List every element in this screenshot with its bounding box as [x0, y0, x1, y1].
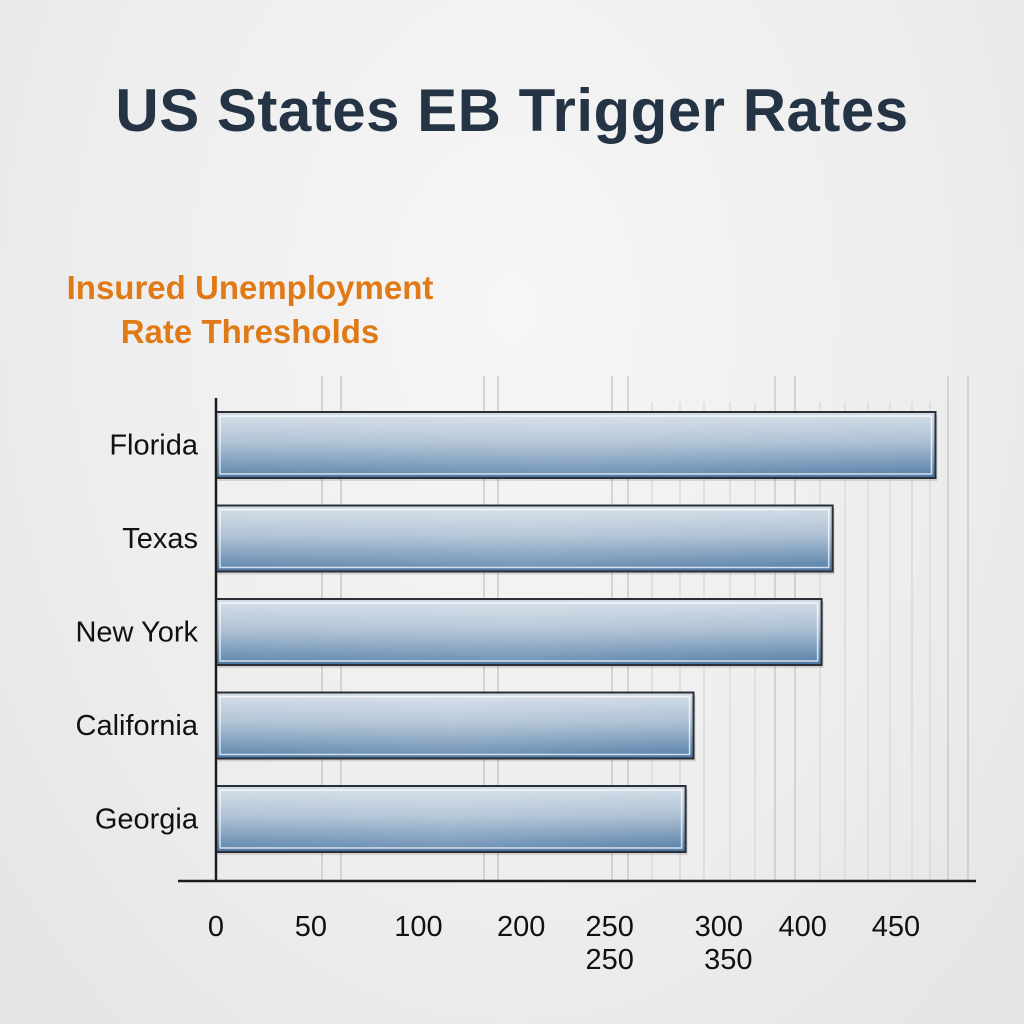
bar-inner-new-york — [219, 602, 819, 662]
chart-title: US States EB Trigger Rates — [115, 77, 909, 144]
x-tick-label-7: 350 — [704, 944, 752, 976]
labels: Florida Texas New York California Georgia 0 50… — [75, 430, 920, 976]
x-tick-label-2: 100 — [394, 911, 442, 943]
bar-california — [215, 691, 696, 762]
x-tick-label-9: 450 — [872, 911, 920, 943]
category-label-new-york: New York — [75, 617, 198, 649]
category-label-florida: Florida — [109, 430, 199, 462]
bar-inner-texas — [219, 508, 830, 569]
bars — [215, 411, 938, 855]
bar-inner-florida — [219, 415, 933, 475]
x-tick-label-3: 200 — [497, 911, 545, 943]
category-label-georgia: Georgia — [95, 804, 199, 836]
x-tick-label-5: 250 — [586, 944, 634, 976]
x-tick-label-8: 400 — [778, 911, 826, 943]
bar-florida — [215, 411, 938, 481]
bar-inner-georgia — [219, 789, 683, 849]
x-tick-label-6: 300 — [695, 911, 743, 943]
x-tick-label-1: 50 — [295, 911, 327, 943]
subtitle-line-2: Rate Thresholds — [120, 313, 380, 350]
axes — [178, 398, 976, 883]
bar-new-york — [215, 598, 824, 668]
bar-inner-california — [219, 695, 691, 756]
chart-subtitle: Insured Unemployment Rate Thresholds — [40, 266, 460, 354]
subtitle-line-1: Insured Unemployment — [66, 269, 434, 306]
bar-texas — [215, 504, 835, 575]
x-tick-label-0: 0 — [208, 911, 224, 943]
x-tick-label-4: 250 — [586, 911, 634, 943]
category-label-california: California — [76, 710, 199, 742]
bar-georgia — [215, 785, 688, 855]
category-label-texas: Texas — [122, 523, 198, 555]
